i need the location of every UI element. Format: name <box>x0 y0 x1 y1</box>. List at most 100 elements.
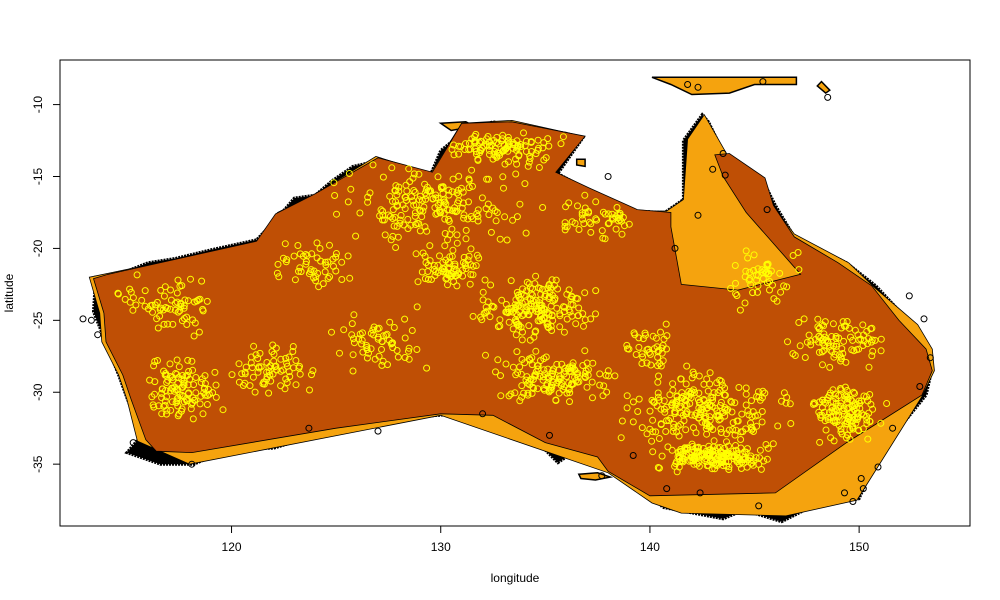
point-1776 <box>741 299 749 307</box>
point-1432 <box>883 400 891 407</box>
point-153 <box>482 205 490 213</box>
point-808 <box>558 360 566 368</box>
point-1451 <box>856 404 864 412</box>
point-1468 <box>832 411 840 419</box>
point-543 <box>257 363 265 371</box>
point-589 <box>428 276 435 283</box>
point-84 <box>345 170 353 177</box>
point-360 <box>173 289 181 297</box>
point-1059 <box>739 428 747 436</box>
point-512 <box>263 368 271 376</box>
point-1540 <box>845 324 853 332</box>
point-1008 <box>670 420 678 428</box>
point-271 <box>504 147 512 155</box>
point-1765 <box>754 288 761 296</box>
point-1653 <box>299 252 307 260</box>
point-1609 <box>405 344 413 352</box>
point-790 <box>536 284 544 292</box>
point-1477 <box>835 421 843 429</box>
point-748 <box>563 315 571 323</box>
point-1479 <box>866 391 874 398</box>
point-1716 <box>618 230 626 238</box>
point-275 <box>476 146 484 154</box>
point-915 <box>526 381 534 389</box>
point-1393 <box>850 388 857 396</box>
point-1610 <box>394 353 402 361</box>
point-936 <box>533 362 541 370</box>
point-517 <box>289 348 297 355</box>
point-906 <box>579 362 587 369</box>
point-357 <box>177 303 185 311</box>
point-994 <box>721 391 729 399</box>
point-1047 <box>635 395 643 403</box>
point-1611 <box>387 340 395 348</box>
point-1198 <box>649 448 657 456</box>
point-71 <box>434 194 442 202</box>
point-405 <box>211 368 219 376</box>
point-1329 <box>729 447 737 455</box>
point-130 <box>392 182 400 190</box>
point-299 <box>522 148 530 155</box>
point-150 <box>413 219 421 227</box>
point-1442 <box>839 407 847 415</box>
point-1039 <box>774 422 782 430</box>
point-1148 <box>657 420 665 428</box>
outside-point-34 <box>849 498 857 505</box>
point-1339 <box>725 449 733 457</box>
y-tick-label-4: -30 <box>31 383 45 401</box>
point-1081 <box>709 393 717 401</box>
point-1150 <box>680 417 688 425</box>
point-1778 <box>732 279 739 287</box>
point-1649 <box>291 276 299 284</box>
point-40 <box>455 172 463 180</box>
point-304 <box>157 286 165 294</box>
point-686 <box>525 322 533 330</box>
point-459 <box>168 384 176 392</box>
point-1070 <box>695 372 703 380</box>
point-1779 <box>742 267 750 275</box>
point-1668 <box>296 264 304 272</box>
point-514 <box>292 357 300 364</box>
point-171 <box>410 187 418 194</box>
point-1464 <box>832 390 839 398</box>
point-1065 <box>721 384 729 392</box>
outside-point-16 <box>857 475 865 482</box>
point-351 <box>198 277 206 285</box>
point-1427 <box>837 385 844 392</box>
point-1815 <box>644 345 652 353</box>
point-1045 <box>618 417 626 425</box>
point-463 <box>200 389 208 397</box>
point-1664 <box>306 268 314 276</box>
point-1321 <box>718 455 726 463</box>
point-1136 <box>646 407 654 415</box>
point-0 <box>434 173 442 181</box>
point-258 <box>494 140 502 148</box>
point-908 <box>549 370 557 378</box>
point-549 <box>290 364 297 372</box>
point-1770 <box>745 276 753 284</box>
point-1771 <box>776 269 784 277</box>
point-1563 <box>796 342 804 350</box>
point-374 <box>167 406 175 414</box>
point-1293 <box>763 455 771 463</box>
point-1155 <box>786 400 794 408</box>
point-1791 <box>662 320 670 328</box>
point-1345 <box>706 451 714 459</box>
point-1334 <box>752 454 760 462</box>
point-1614 <box>356 330 364 338</box>
point-1147 <box>729 426 737 433</box>
point-1348 <box>688 440 696 448</box>
point-1753 <box>794 249 802 256</box>
point-1292 <box>673 468 681 476</box>
point-1184 <box>725 442 732 450</box>
point-534 <box>289 343 297 350</box>
point-927 <box>569 380 577 388</box>
point-823 <box>589 394 596 402</box>
point-975 <box>634 408 642 415</box>
point-640 <box>487 281 495 289</box>
point-1515 <box>784 338 791 346</box>
point-1040 <box>717 398 725 406</box>
point-1800 <box>635 334 643 342</box>
point-277 <box>471 137 479 145</box>
y-axis: -10 -15 -20 -25 -30 -35 <box>31 96 61 473</box>
